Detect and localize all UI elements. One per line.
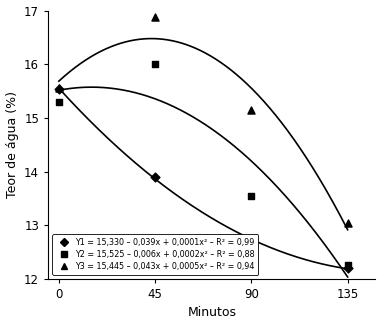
Point	[344, 263, 351, 268]
Point	[56, 86, 62, 92]
Point	[344, 220, 351, 225]
Point	[152, 14, 158, 20]
Point	[248, 107, 255, 112]
X-axis label: Minutos: Minutos	[187, 306, 236, 319]
Point	[248, 239, 255, 244]
Point	[56, 99, 62, 104]
Y-axis label: Teor de água (%): Teor de água (%)	[6, 91, 19, 198]
Point	[152, 174, 158, 179]
Point	[248, 193, 255, 198]
Point	[56, 86, 62, 91]
Point	[152, 62, 158, 67]
Legend: Y1 = 15,330 – 0,039x + 0,0001x² – R² = 0,99, Y2 = 15,525 – 0,006x + 0,0002x² – R: Y1 = 15,330 – 0,039x + 0,0001x² – R² = 0…	[52, 234, 258, 275]
Point	[344, 266, 351, 271]
